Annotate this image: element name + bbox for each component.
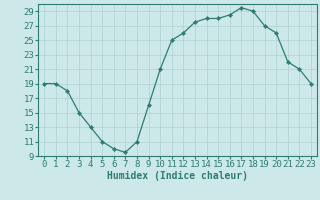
X-axis label: Humidex (Indice chaleur): Humidex (Indice chaleur) [107,171,248,181]
